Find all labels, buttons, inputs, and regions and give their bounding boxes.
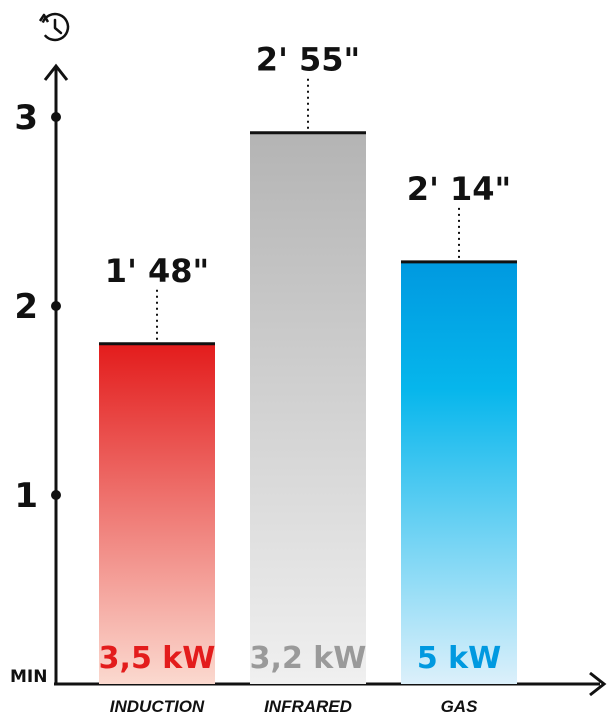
y-tick-dot (51, 490, 61, 500)
y-tick-label: 3 (14, 98, 38, 138)
time-label: 2' 14" (407, 170, 511, 208)
category-labels: INDUCTION INFRARED GAS (110, 697, 478, 716)
y-tick-dot (51, 301, 61, 311)
category-label: GAS (441, 697, 479, 716)
y-axis (43, 63, 69, 684)
time-label: 1' 48" (105, 252, 209, 290)
category-label: INFRARED (264, 697, 352, 716)
y-tick-label: 1 (14, 476, 38, 516)
time-label: 2' 55" (256, 41, 360, 79)
y-ticks: 1 2 3 (14, 98, 61, 516)
y-tick-label: 2 (14, 287, 38, 327)
power-label: 3,2 kW (250, 641, 367, 676)
power-label: 3,5 kW (99, 641, 216, 676)
x-axis-arrow (589, 671, 607, 697)
bars: 1' 48" 3,5 kW 2' 55" 3,2 kW 2' 14" 5 kW (99, 41, 517, 684)
power-label: 5 kW (417, 641, 501, 676)
y-axis-arrow (43, 63, 69, 81)
bar-infrared (250, 132, 366, 684)
clock-history-icon (38, 12, 70, 42)
y-unit-label: MIN (10, 667, 47, 687)
bar-gas (401, 261, 517, 684)
category-label: INDUCTION (110, 697, 205, 716)
y-tick-dot (51, 112, 61, 122)
bar-induction (99, 343, 215, 684)
